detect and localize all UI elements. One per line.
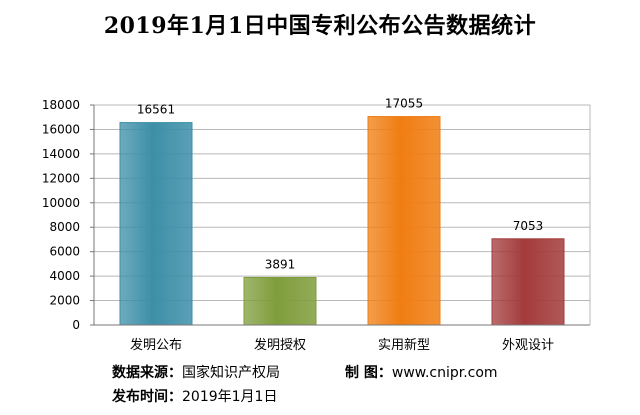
- value-labels: 16561 3891 17055 7053: [137, 97, 543, 272]
- bar-3: [368, 117, 440, 325]
- value-label: 3891: [265, 257, 296, 271]
- y-tick-label: 4000: [49, 269, 80, 283]
- category-label: 发明公布: [130, 337, 182, 353]
- bar-1: [120, 123, 192, 325]
- category-label: 实用新型: [378, 337, 430, 353]
- date-line: 发布时间：2019年1月1日: [112, 386, 277, 406]
- value-label: 16561: [137, 103, 175, 117]
- y-tick-label: 12000: [42, 171, 80, 185]
- y-tick-label: 0: [72, 318, 80, 332]
- credit-line: 制 图：www.cnipr.com: [345, 362, 498, 382]
- bars: [120, 117, 564, 325]
- source-label: 数据来源：: [112, 365, 182, 381]
- value-label: 17055: [385, 97, 423, 111]
- y-tick-label: 16000: [42, 122, 80, 136]
- y-tick-label: 2000: [49, 294, 80, 308]
- y-tick-label: 18000: [42, 98, 80, 112]
- y-tick-labels: 0 2000 4000 6000 8000 10000 12000 14000 16000 180…: [42, 98, 80, 332]
- source-line: 数据来源：国家知识产权局: [112, 362, 280, 382]
- date-label: 发布时间：: [112, 389, 182, 405]
- value-label: 7053: [513, 219, 544, 233]
- y-tick-label: 10000: [42, 196, 80, 210]
- bar-4: [492, 239, 564, 325]
- y-tick-label: 6000: [49, 245, 80, 259]
- category-labels: 发明公布 发明授权 实用新型 外观设计: [130, 337, 554, 353]
- category-label: 发明授权: [254, 337, 306, 353]
- date-value: 2019年1月1日: [182, 389, 277, 405]
- bar-2: [244, 277, 316, 325]
- credit-label: 制 图：: [345, 365, 392, 381]
- category-label: 外观设计: [502, 338, 554, 353]
- credit-value: www.cnipr.com: [392, 365, 498, 381]
- y-tick-label: 14000: [42, 147, 80, 161]
- y-tick-label: 8000: [49, 220, 80, 234]
- source-value: 国家知识产权局: [182, 365, 280, 381]
